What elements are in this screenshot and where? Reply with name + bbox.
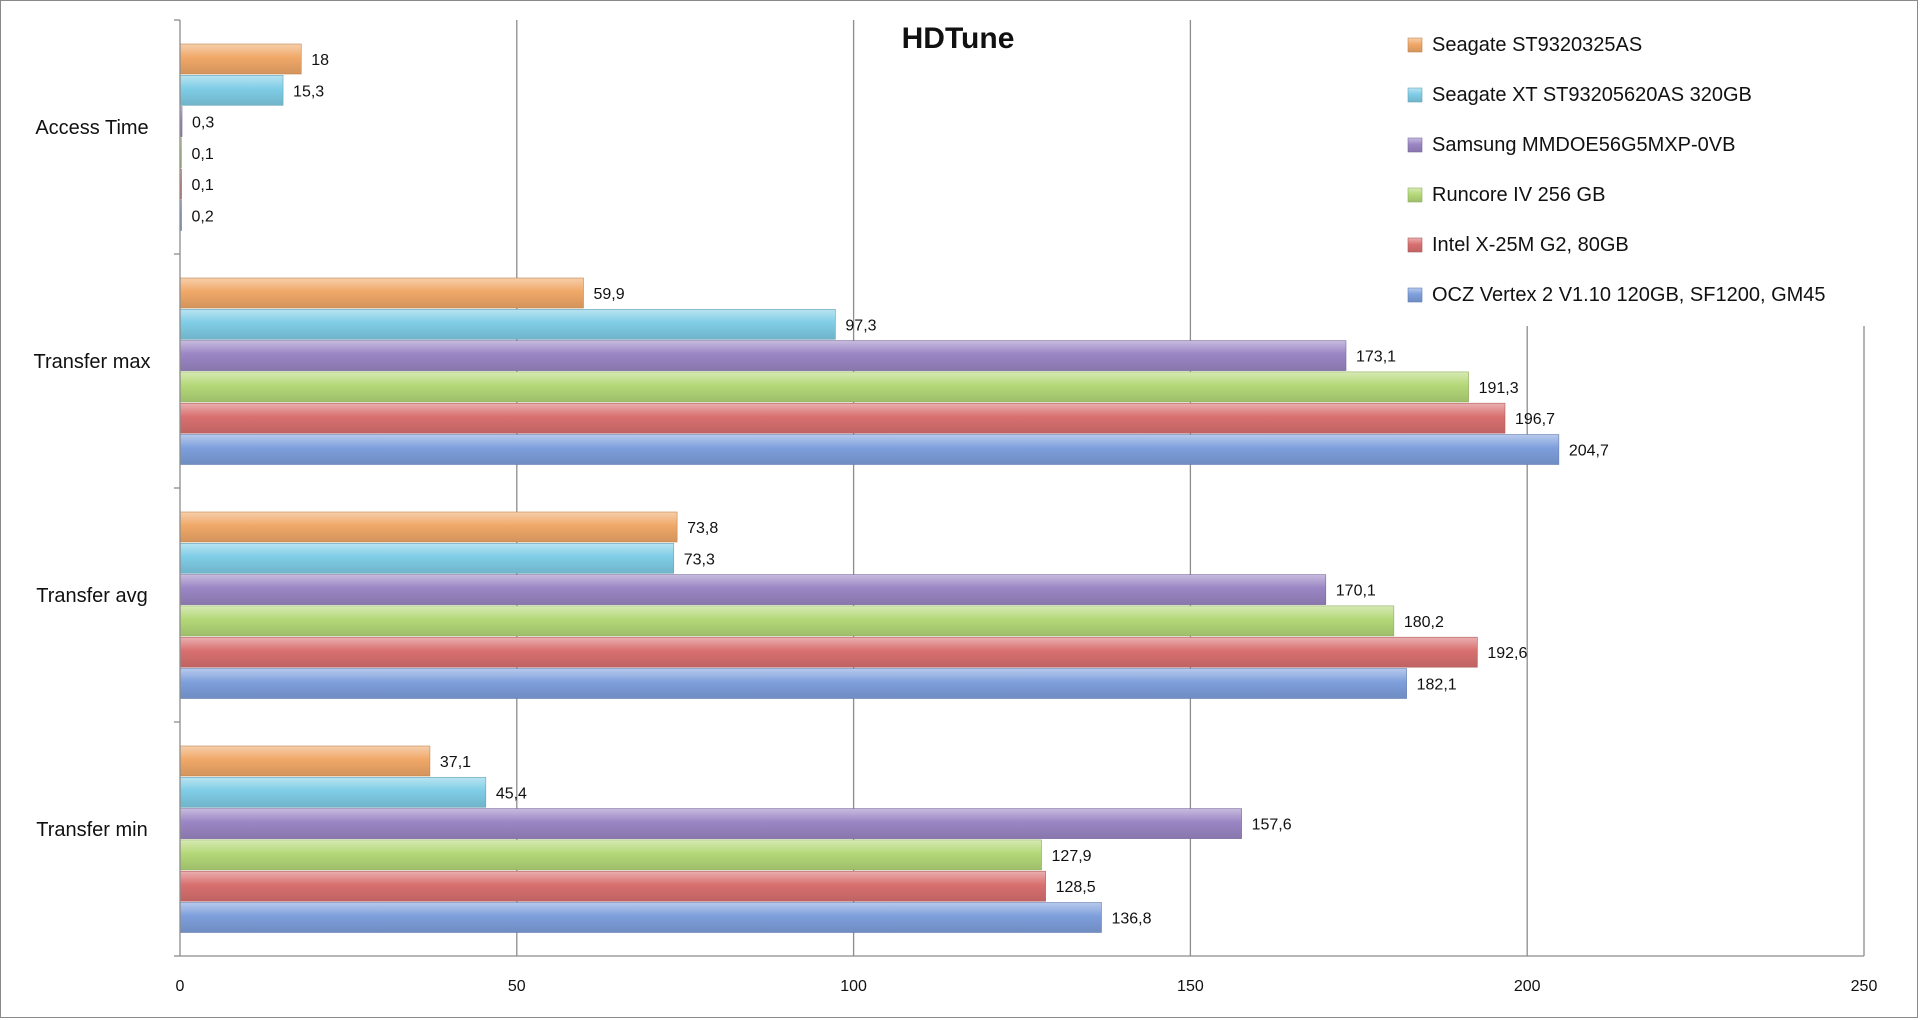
- bar-transfer-avg-series-4: [179, 605, 1395, 637]
- data-label: 136,8: [1111, 911, 1151, 928]
- category-label-access-time: Access Time: [35, 117, 148, 139]
- bar-transfer-avg-series-2: [179, 542, 675, 574]
- x-tick-label: 0: [176, 978, 185, 995]
- data-label: 73,8: [687, 520, 718, 537]
- legend-background: [1398, 20, 1878, 326]
- category-label-transfer-avg: Transfer avg: [36, 585, 148, 607]
- data-label: 180,2: [1404, 614, 1444, 631]
- legend-swatch-4: [1407, 187, 1423, 203]
- bar-transfer-max-series-4: [179, 371, 1469, 403]
- legend-label-2: Seagate XT ST93205620AS 320GB: [1432, 84, 1752, 106]
- bars: 18 15,3 0,3 0,1 0,1 0,2 59,9 97,3 173,1 191,3 196,…: [179, 43, 1609, 933]
- legend-swatch-5: [1407, 237, 1423, 253]
- bar-transfer-max-series-6: [179, 434, 1560, 465]
- axes: 0 50 100 150 200 250 Access Time Transfer max Tr…: [33, 19, 1878, 995]
- x-tick-label: 200: [1514, 978, 1541, 995]
- legend-swatch-1: [1407, 37, 1423, 53]
- legend-label-4: Runcore IV 256 GB: [1432, 184, 1605, 206]
- legend-swatch-2: [1407, 87, 1423, 103]
- data-label: 127,9: [1052, 848, 1092, 865]
- chart-title: HDTune: [902, 22, 1015, 55]
- data-label: 59,9: [593, 286, 624, 303]
- bar-transfer-avg-series-5: [179, 636, 1478, 668]
- bar-transfer-max-series-2: [179, 308, 836, 340]
- bar-transfer-min-series-3: [179, 808, 1242, 839]
- data-label: 37,1: [440, 754, 471, 771]
- bar-transfer-min-series-2: [179, 776, 487, 808]
- x-tick-label: 250: [1851, 978, 1878, 995]
- x-tick-label: 50: [508, 978, 526, 995]
- data-label: 0,3: [192, 115, 214, 132]
- bar-transfer-max-series-1: [179, 277, 584, 309]
- legend-swatch-6: [1407, 287, 1423, 303]
- bar-transfer-avg-series-3: [179, 574, 1327, 605]
- bar-transfer-min-series-6: [179, 902, 1102, 933]
- legend-label-3: Samsung MMDOE56G5MXP-0VB: [1432, 134, 1735, 156]
- data-label: 45,4: [496, 785, 527, 802]
- data-label: 173,1: [1356, 349, 1396, 366]
- data-label: 196,7: [1515, 411, 1555, 428]
- bar-transfer-max-series-5: [179, 402, 1506, 434]
- bar-access-time-series-2: [179, 75, 284, 106]
- legend-label-5: Intel X-25M G2, 80GB: [1432, 234, 1629, 256]
- bar-transfer-max-series-3: [179, 340, 1347, 371]
- data-label: 97,3: [845, 317, 876, 334]
- data-label: 170,1: [1336, 583, 1376, 600]
- data-label: 0,2: [192, 209, 214, 226]
- data-label: 0,1: [192, 177, 214, 194]
- data-label: 191,3: [1479, 380, 1519, 397]
- category-label-transfer-max: Transfer max: [33, 351, 150, 373]
- data-label: 18: [311, 52, 329, 69]
- data-label: 0,1: [192, 146, 214, 163]
- data-label: 192,6: [1487, 645, 1527, 662]
- data-label: 128,5: [1056, 879, 1096, 896]
- bar-access-time-series-1: [179, 43, 302, 75]
- data-label: 15,3: [293, 83, 324, 100]
- legend-label-1: Seagate ST9320325AS: [1432, 34, 1642, 56]
- legend-swatch-3: [1407, 137, 1423, 153]
- bar-transfer-min-series-1: [179, 745, 431, 777]
- x-tick-label: 150: [1177, 978, 1204, 995]
- data-label: 157,6: [1252, 817, 1292, 834]
- bar-transfer-avg-series-1: [179, 511, 678, 543]
- category-label-transfer-min: Transfer min: [36, 819, 148, 841]
- bar-transfer-min-series-4: [179, 839, 1042, 871]
- bar-transfer-min-series-5: [179, 870, 1046, 902]
- x-tick-label: 100: [840, 978, 867, 995]
- data-label: 73,3: [684, 551, 715, 568]
- bar-transfer-avg-series-6: [179, 668, 1407, 699]
- legend: Seagate ST9320325AS Seagate XT ST93205620…: [1398, 20, 1878, 326]
- data-label: 182,1: [1417, 677, 1457, 694]
- legend-label-6: OCZ Vertex 2 V1.10 120GB, SF1200, GM45: [1432, 284, 1826, 306]
- data-label: 204,7: [1569, 443, 1609, 460]
